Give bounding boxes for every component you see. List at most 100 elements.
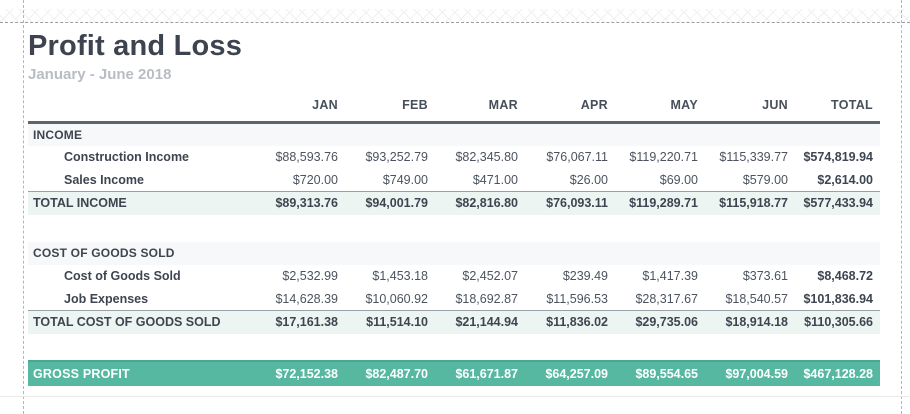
value-cell: $119,289.71 <box>610 191 700 215</box>
total-value-cell: $110,305.66 <box>790 310 880 334</box>
page-title: Profit and Loss <box>28 30 243 62</box>
empty-cell <box>340 242 430 265</box>
column-header-jan: JAN <box>250 98 340 124</box>
detail-row-job-expenses: Job Expenses $14,628.39 $10,060.92 $18,6… <box>28 288 880 311</box>
value-cell: $720.00 <box>292 172 338 187</box>
value-cell: $89,313.76 <box>250 191 340 215</box>
empty-cell <box>430 123 520 146</box>
column-header-feb: FEB <box>340 98 430 124</box>
empty-cell <box>340 123 430 146</box>
profit-loss-table: JAN FEB MAR APR MAY JUN TOTAL INCOME <box>28 98 880 386</box>
value-cell: $11,514.10 <box>340 310 430 334</box>
value-cell: $579.00 <box>742 172 788 187</box>
detail-row-construction-income: Construction Income $88,593.76 $93,252.7… <box>28 146 880 169</box>
value-cell: $64,257.09 <box>520 359 610 386</box>
value-cell: $2,452.07 <box>462 269 518 283</box>
value-cell: $2,532.99 <box>282 269 338 283</box>
value-cell: $749.00 <box>382 172 428 187</box>
empty-cell <box>700 123 790 146</box>
value-cell: $1,417.39 <box>642 269 698 283</box>
spacer <box>28 333 880 361</box>
section-row-income: INCOME <box>28 122 880 146</box>
detail-row-sales-income: Sales Income $720.00 $749.00 $471.00 $26… <box>28 169 880 192</box>
spacer <box>28 214 880 242</box>
account-label: Cost of Goods Sold <box>64 269 181 283</box>
value-cell: $29,735.06 <box>610 310 700 334</box>
page-edge-texture <box>0 9 910 22</box>
total-value-cell: $574,819.94 <box>803 150 873 164</box>
account-label: Sales Income <box>64 172 144 187</box>
header-spacer <box>28 98 250 124</box>
section-row-cogs: COST OF GOODS SOLD <box>28 241 880 265</box>
value-cell: $76,093.11 <box>520 191 610 215</box>
total-label: TOTAL INCOME <box>28 191 250 215</box>
empty-cell <box>520 242 610 265</box>
empty-cell <box>700 242 790 265</box>
value-cell: $82,487.70 <box>340 359 430 386</box>
value-cell: $17,161.38 <box>250 310 340 334</box>
print-margin-right-line <box>901 0 902 414</box>
value-cell: $373.61 <box>742 269 788 283</box>
empty-cell <box>250 123 340 146</box>
value-cell: $18,914.18 <box>700 310 790 334</box>
value-cell: $72,152.38 <box>250 359 340 386</box>
value-cell: $11,836.02 <box>520 310 610 334</box>
value-cell: $11,596.53 <box>546 291 608 306</box>
total-value-cell: $577,433.94 <box>790 191 880 215</box>
print-margin-top-line <box>0 22 910 23</box>
value-cell: $21,144.94 <box>430 310 520 334</box>
value-cell: $119,220.71 <box>629 150 698 164</box>
value-cell: $18,540.57 <box>725 291 788 306</box>
value-cell: $82,816.80 <box>430 191 520 215</box>
total-row-cogs: TOTAL COST OF GOODS SOLD $17,161.38 $11,… <box>28 310 880 334</box>
empty-cell <box>520 123 610 146</box>
section-label: COST OF GOODS SOLD <box>33 246 175 260</box>
column-header-total: TOTAL <box>790 98 880 124</box>
total-value-cell: $2,614.00 <box>817 172 873 187</box>
value-cell: $115,918.77 <box>700 191 790 215</box>
column-header-mar: MAR <box>430 98 520 124</box>
empty-cell <box>250 242 340 265</box>
value-cell: $28,317.67 <box>635 291 698 306</box>
value-cell: $26.00 <box>569 172 608 187</box>
spacer-row <box>28 333 880 361</box>
report-date-range: January - June 2018 <box>28 66 172 83</box>
total-value-cell: $8,468.72 <box>817 269 873 283</box>
report-content: Profit and Loss January - June 2018 JAN … <box>28 30 880 386</box>
account-label: Construction Income <box>64 150 190 164</box>
value-cell: $89,554.65 <box>610 359 700 386</box>
value-cell: $1,453.18 <box>372 269 428 283</box>
value-cell: $93,252.79 <box>365 150 428 164</box>
column-header-apr: APR <box>520 98 610 124</box>
print-margin-bottom-line <box>0 396 910 397</box>
column-header-may: MAY <box>610 98 700 124</box>
value-cell: $471.00 <box>472 172 518 187</box>
gross-profit-row: GROSS PROFIT $72,152.38 $82,487.70 $61,6… <box>28 359 880 386</box>
spacer-row <box>28 214 880 242</box>
value-cell: $14,628.39 <box>275 291 338 306</box>
detail-row-cost-of-goods-sold: Cost of Goods Sold $2,532.99 $1,453.18 $… <box>28 265 880 288</box>
value-cell: $82,345.80 <box>455 150 518 164</box>
empty-cell <box>610 242 700 265</box>
value-cell: $239.49 <box>562 269 608 283</box>
column-header-jun: JUN <box>700 98 790 124</box>
section-label: INCOME <box>33 127 83 142</box>
print-margin-left-line <box>23 0 24 414</box>
value-cell: $69.00 <box>659 172 698 187</box>
empty-cell <box>610 123 700 146</box>
total-label: TOTAL COST OF GOODS SOLD <box>28 310 250 334</box>
empty-cell <box>430 242 520 265</box>
value-cell: $94,001.79 <box>340 191 430 215</box>
value-cell: $61,671.87 <box>430 359 520 386</box>
empty-cell <box>790 123 880 146</box>
value-cell: $115,339.77 <box>719 150 788 164</box>
table-header-row: JAN FEB MAR APR MAY JUN TOTAL <box>28 98 880 124</box>
value-cell: $76,067.11 <box>546 150 608 164</box>
value-cell: $18,692.87 <box>455 291 518 306</box>
account-label: Job Expenses <box>64 291 149 306</box>
total-value-cell: $101,836.94 <box>803 291 873 306</box>
value-cell: $88,593.76 <box>275 150 338 164</box>
value-cell: $10,060.92 <box>365 291 428 306</box>
empty-cell <box>790 242 880 265</box>
